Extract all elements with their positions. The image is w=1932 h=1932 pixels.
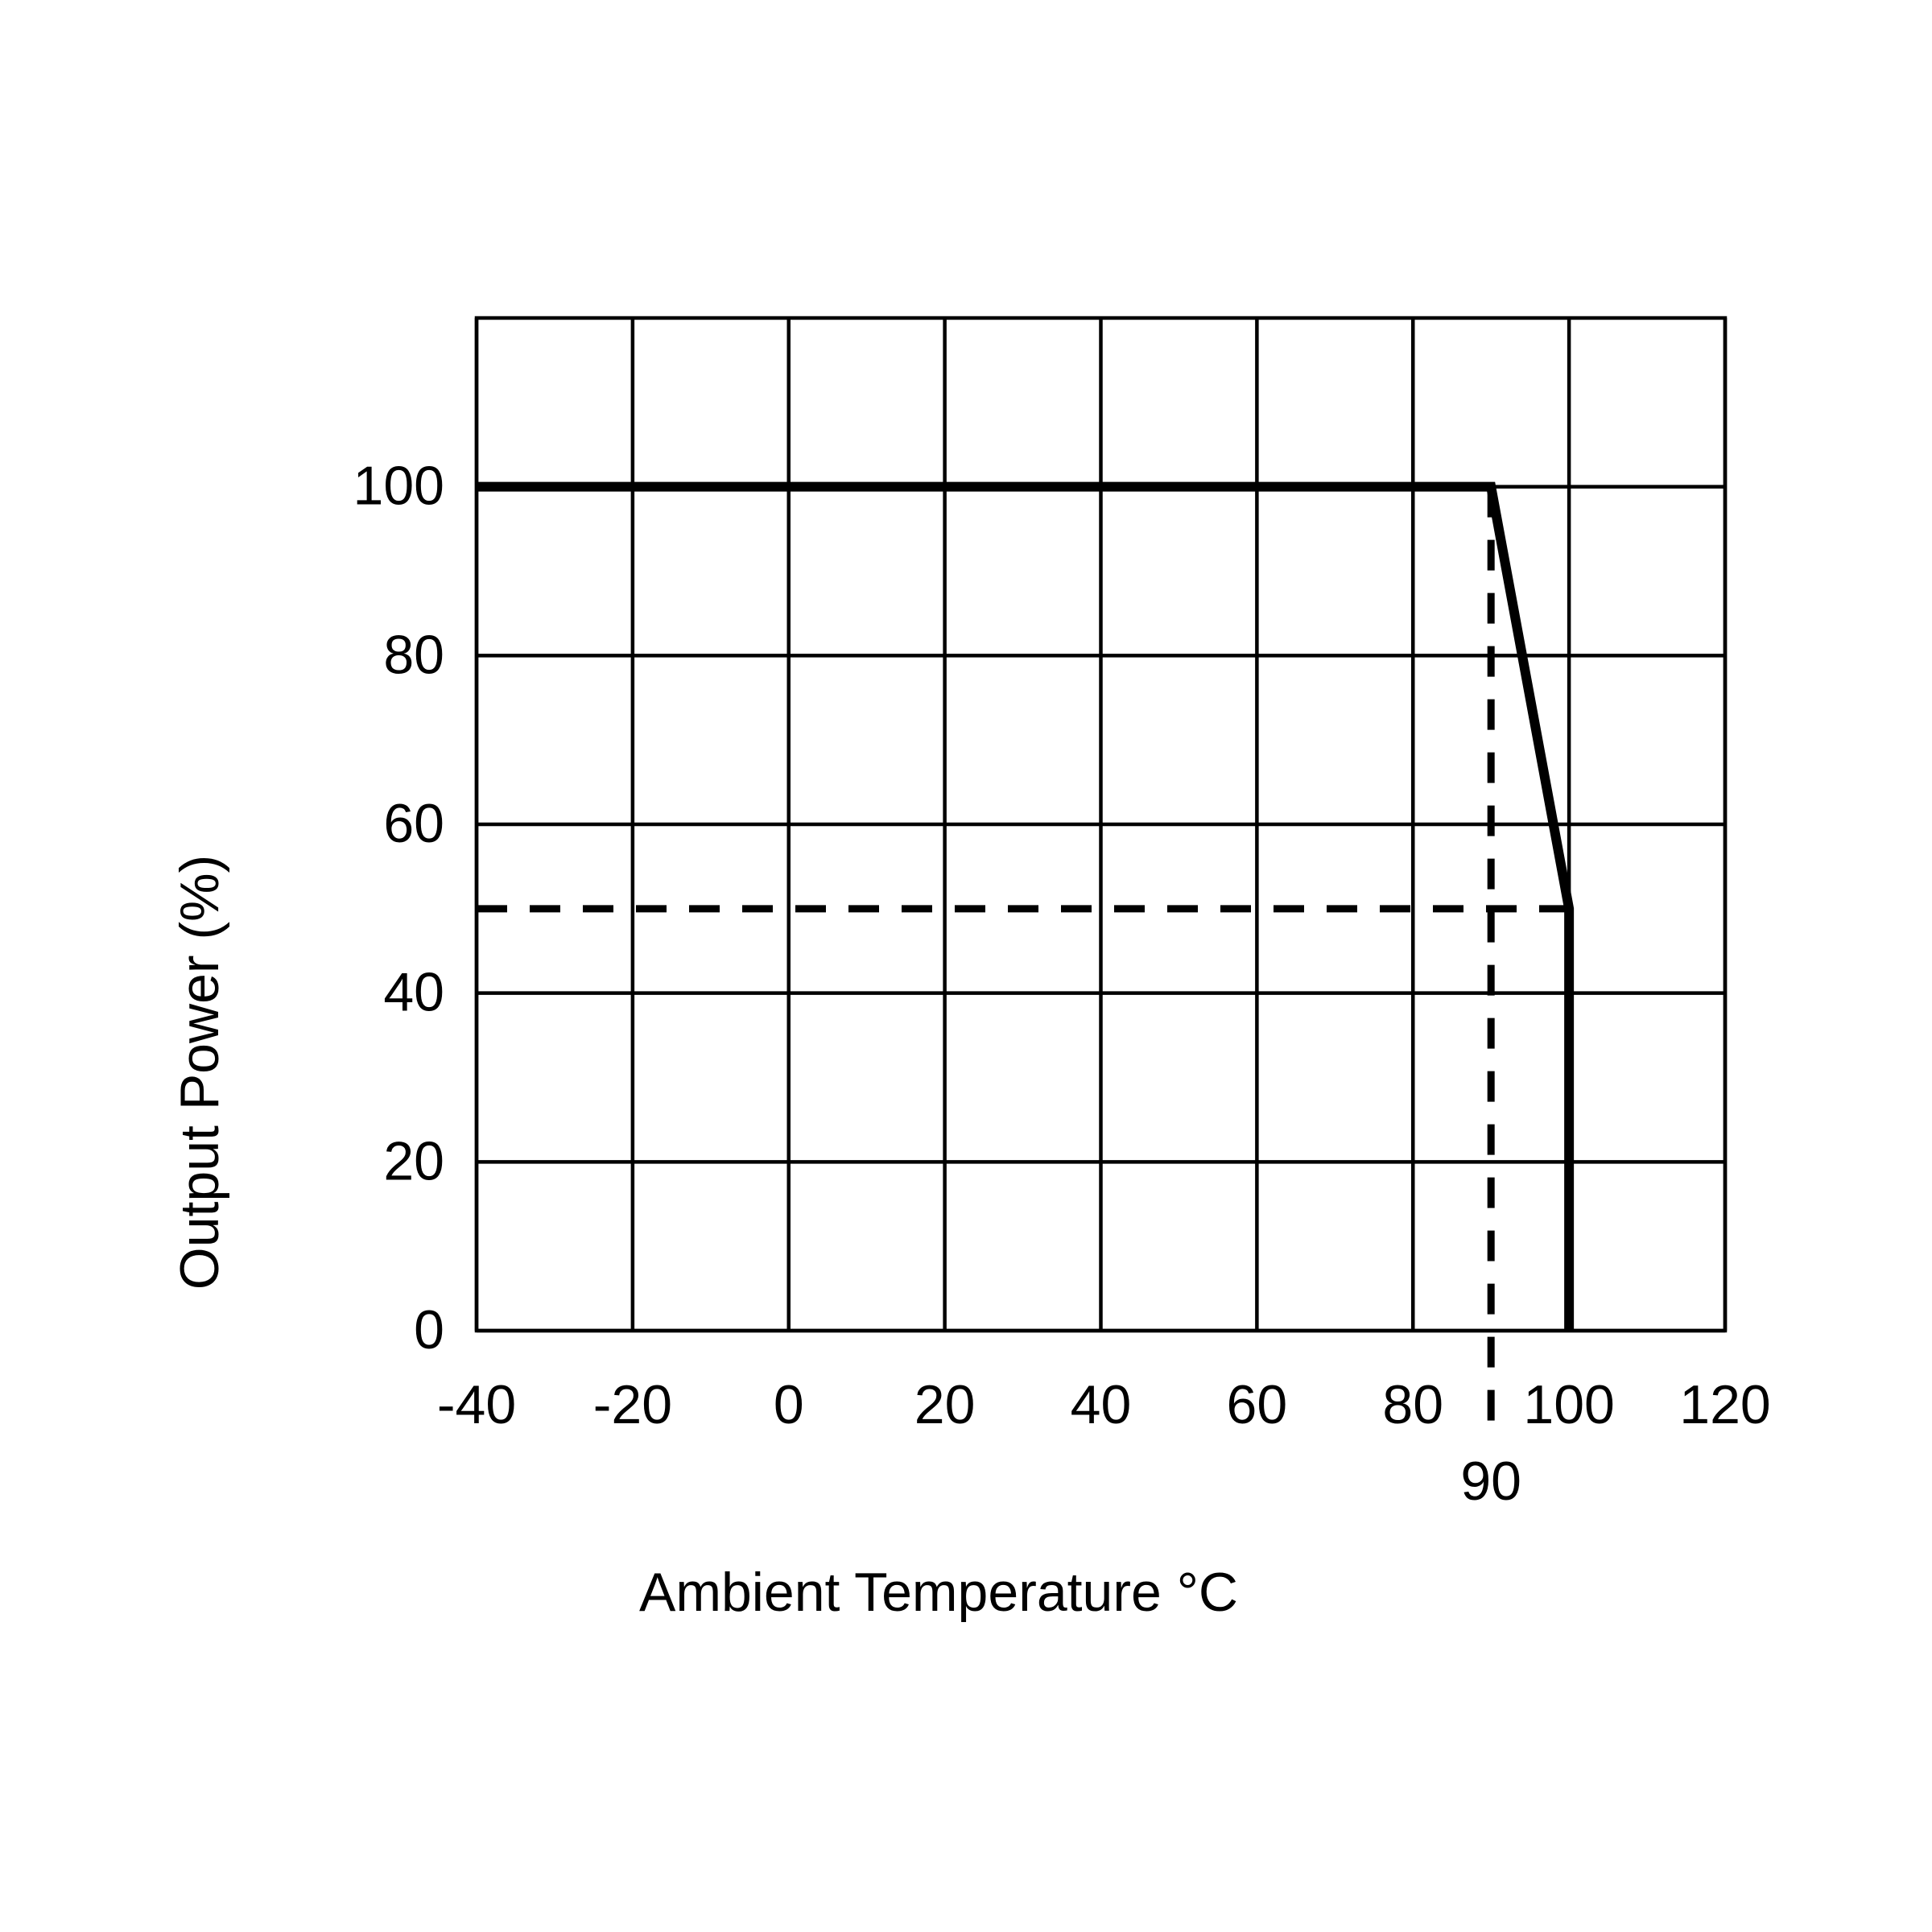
y-tick-label: 20 (383, 1130, 444, 1191)
y-axis-title: Output Power (%) (169, 855, 230, 1290)
x-tick-label: -20 (593, 1374, 672, 1435)
y-tick-label: 0 (414, 1299, 444, 1360)
x-tick-label: 80 (1382, 1374, 1443, 1435)
y-tick-label: 100 (353, 456, 444, 517)
x-tick-label: 20 (914, 1374, 976, 1435)
data-line (477, 481, 1575, 1331)
y-tick-label: 40 (383, 962, 444, 1023)
y-tick-label: 80 (383, 624, 444, 685)
x-tick-label: -40 (437, 1374, 516, 1435)
plot-frame (474, 316, 1728, 1333)
x-tick-label: 120 (1679, 1374, 1770, 1435)
y-tick-label: 60 (383, 793, 444, 854)
x-tick-label: 100 (1523, 1374, 1614, 1435)
x-axis-title: Ambient Temperature °C (639, 1562, 1238, 1623)
reference-label: 90 (1460, 1451, 1521, 1512)
x-tick-label: 40 (1071, 1374, 1132, 1435)
x-tick-label: 0 (774, 1374, 804, 1435)
x-tick-label: 60 (1227, 1374, 1288, 1435)
